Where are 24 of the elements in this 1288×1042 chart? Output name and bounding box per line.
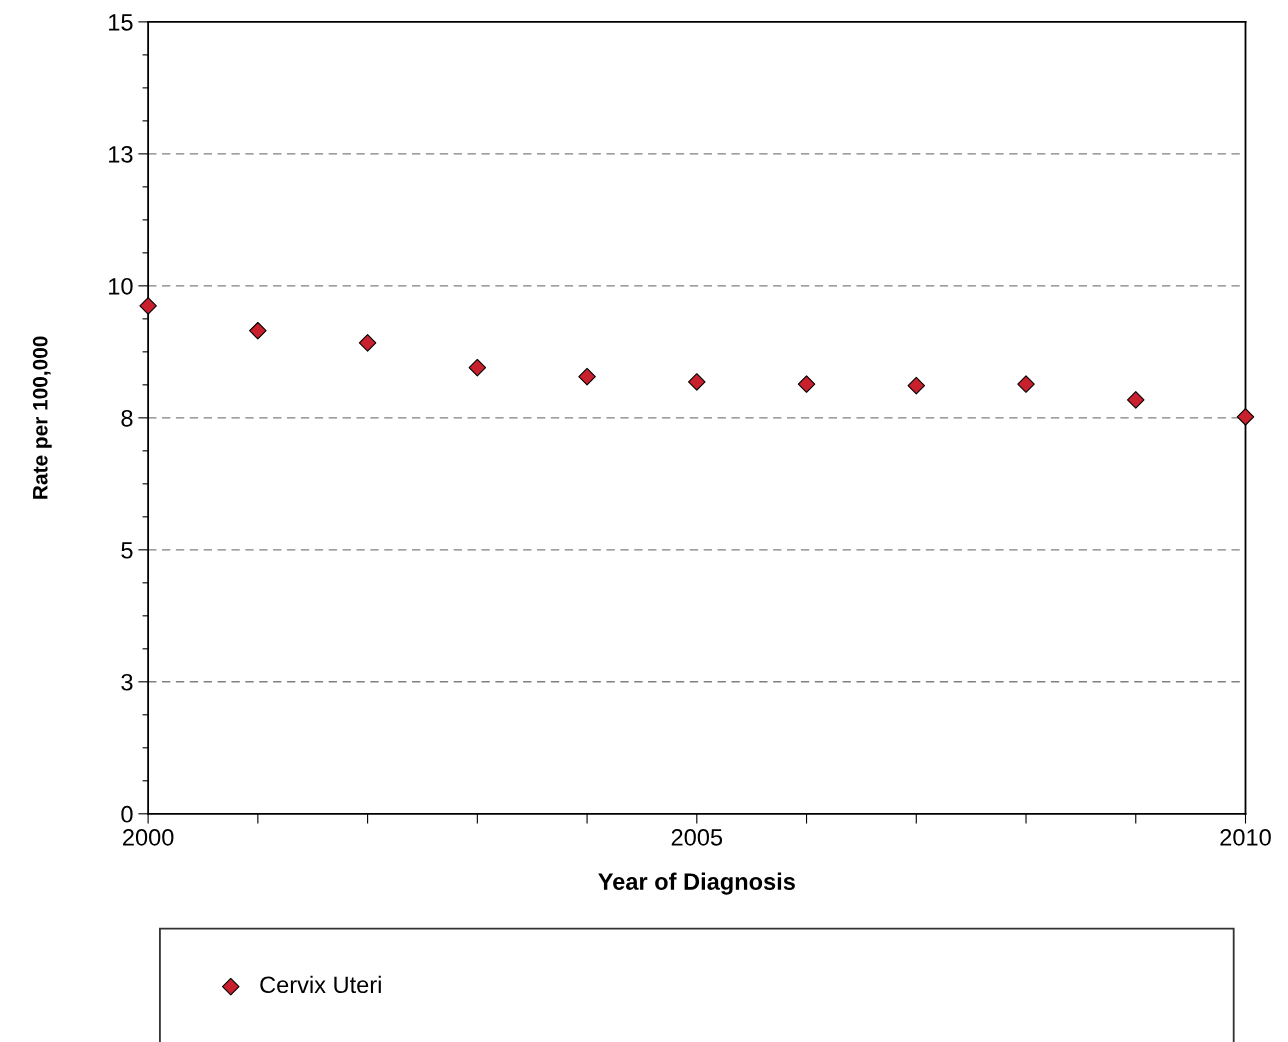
x-tick-label: 2005 bbox=[671, 829, 723, 846]
x-axis-title: Year of Diagnosis bbox=[598, 872, 795, 895]
y-tick-label: 0 bbox=[121, 805, 133, 823]
point bbox=[688, 373, 706, 391]
point bbox=[358, 334, 377, 352]
y-tick-label: 8 bbox=[121, 409, 133, 427]
y-axis-title: Rate per 100,000 bbox=[32, 336, 52, 499]
point bbox=[907, 376, 926, 395]
point bbox=[139, 297, 157, 315]
point bbox=[797, 375, 816, 393]
point bbox=[468, 358, 487, 377]
y-tick-label: 3 bbox=[121, 673, 133, 691]
x-tick-label: 2000 bbox=[123, 829, 174, 846]
point bbox=[249, 321, 267, 340]
x-tick-label: 2010 bbox=[1220, 829, 1271, 846]
y-tick-label: 13 bbox=[109, 145, 133, 163]
y-tick-label: 10 bbox=[109, 277, 133, 295]
legend-label: Cervix Uteri bbox=[260, 975, 381, 994]
point bbox=[1017, 375, 1035, 393]
point bbox=[1236, 408, 1255, 426]
y-tick-label: 5 bbox=[121, 542, 133, 559]
point bbox=[578, 367, 596, 386]
y-tick-label: 15 bbox=[109, 14, 133, 31]
point bbox=[1126, 391, 1145, 409]
